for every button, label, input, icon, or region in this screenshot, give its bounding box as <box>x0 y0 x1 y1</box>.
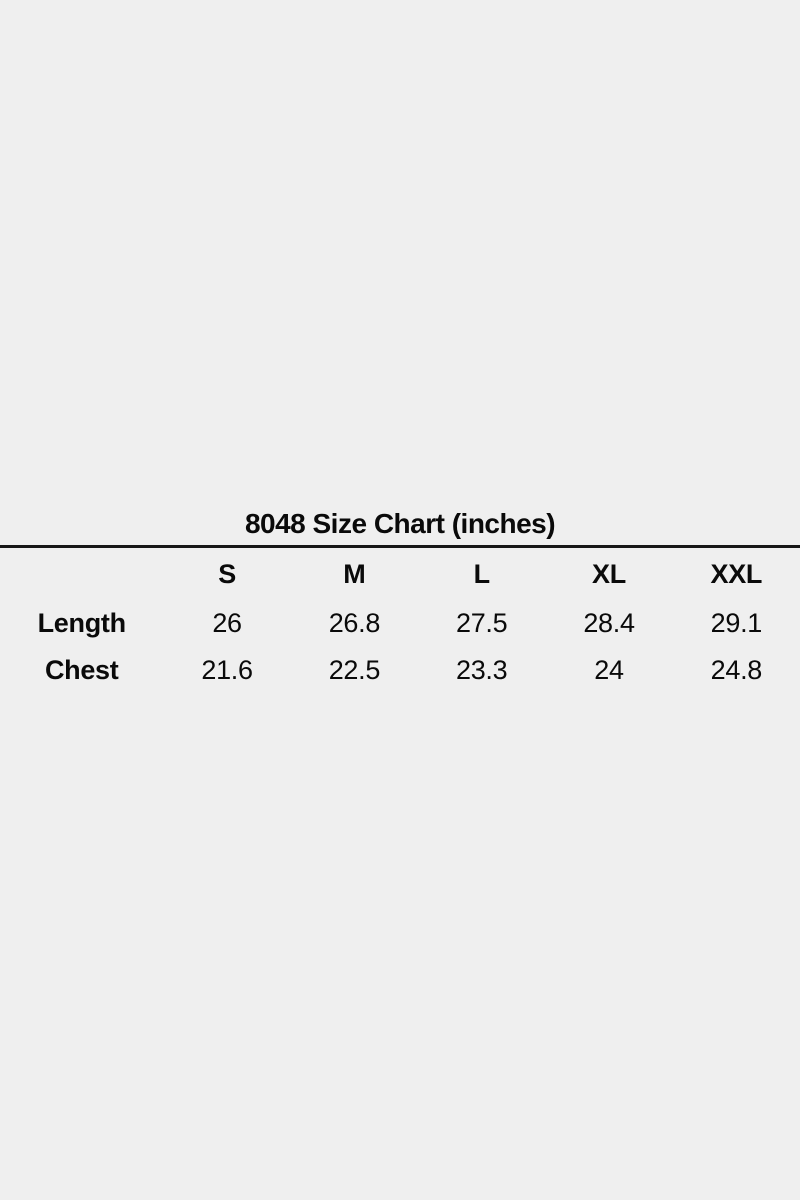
size-chart-title: 8048 Size Chart (inches) <box>244 508 556 539</box>
length-s-value: 26 <box>212 608 242 638</box>
row-label-length: Length <box>37 608 126 638</box>
row-label-chest: Chest <box>44 655 119 685</box>
size-chart: 8048 Size Chart (inches) S M L XL XXL Le… <box>0 503 800 694</box>
column-header-m: M <box>343 558 366 589</box>
column-header-xl: XL <box>592 558 626 589</box>
corner-cell <box>0 548 163 600</box>
chest-l-value: 23.3 <box>456 655 508 685</box>
chest-xxl-value: 24.8 <box>710 655 763 685</box>
length-m-value: 26.8 <box>328 608 381 638</box>
length-xxl-value: 29.1 <box>710 608 763 638</box>
table-row-length: Length 26 26.8 27.5 28.4 29.1 <box>0 600 800 647</box>
size-chart-divider <box>0 545 800 548</box>
chest-s-value: 21.6 <box>201 655 253 685</box>
column-header-xxl: XXL <box>710 558 763 589</box>
column-header-l: L <box>473 558 491 589</box>
size-header-row: S M L XL XXL <box>0 548 800 600</box>
chest-m-value: 22.5 <box>328 655 381 685</box>
length-xl-value: 28.4 <box>583 608 635 638</box>
size-chart-table: S M L XL XXL Length 26 26.8 27.5 28.4 29… <box>0 548 800 694</box>
length-l-value: 27.5 <box>456 608 508 638</box>
chest-xl-value: 24 <box>594 655 624 685</box>
table-row-chest: Chest 21.6 22.5 23.3 24 24.8 <box>0 647 800 694</box>
column-header-s: S <box>218 558 236 589</box>
